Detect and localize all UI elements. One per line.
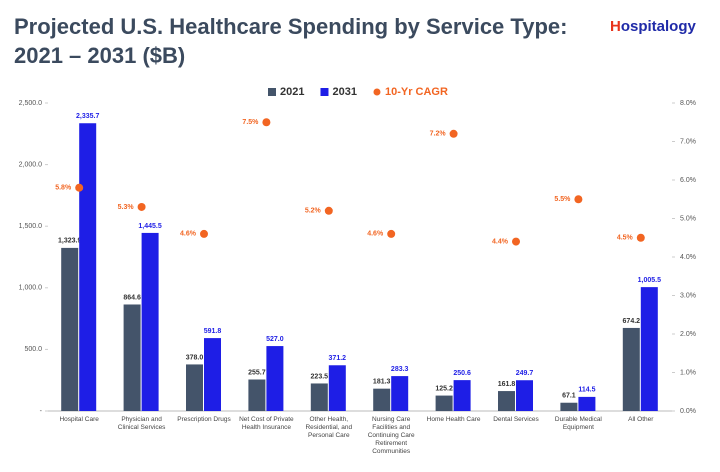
bar — [61, 247, 79, 411]
legend-key — [320, 88, 329, 96]
bar — [391, 376, 409, 411]
value-label: 4.5% — [617, 235, 634, 242]
y2-tick-label: 6.0% — [680, 177, 696, 184]
bar — [141, 232, 159, 411]
y-tick-label: 1,500.0 — [19, 223, 42, 230]
bar — [453, 380, 471, 411]
bar — [248, 379, 266, 411]
value-label: 1,005.5 — [638, 277, 661, 284]
bar — [186, 364, 203, 411]
bar — [266, 346, 284, 411]
y2-tick-label: 0.0% — [680, 408, 696, 415]
x-tick-label: Nursing Care Facilities and Continuing C… — [367, 416, 415, 455]
logo: Hospitalogy — [610, 18, 696, 35]
chart-title: Projected U.S. Healthcare Spending by Se… — [14, 14, 568, 68]
value-label: 7.5% — [242, 119, 259, 126]
bar — [622, 327, 640, 411]
cagr-point — [574, 195, 583, 204]
value-label: 5.2% — [305, 208, 322, 215]
x-tick-label: Dental Services — [493, 416, 539, 423]
legend-key — [268, 88, 276, 96]
value-label: 5.3% — [118, 204, 135, 211]
value-label: 249.7 — [516, 370, 534, 377]
x-tick-label: Prescription Drugs — [177, 416, 231, 423]
value-label: 4.6% — [367, 231, 384, 238]
value-label: 2,335.7 — [76, 113, 99, 120]
y-tick-label: 2,000.0 — [19, 161, 42, 168]
cagr-point — [512, 237, 520, 246]
y-tick-label: 2,500.0 — [19, 100, 42, 107]
y2-tick-label: 5.0% — [680, 215, 696, 222]
y2-tick-label: 3.0% — [680, 292, 696, 299]
cagr-point — [75, 183, 84, 192]
x-tick-label: Home Health Care — [426, 416, 481, 423]
cagr-point — [324, 206, 333, 215]
value-label: 67.1 — [562, 393, 576, 400]
cagr-point — [636, 233, 645, 242]
y-tick-label: - — [40, 408, 43, 415]
value-label: 4.4% — [492, 238, 509, 245]
value-label: 864.6 — [123, 294, 141, 301]
value-label: 371.2 — [329, 355, 347, 362]
value-label: 1,445.5 — [138, 223, 161, 230]
bar — [640, 287, 658, 411]
y2-tick-label: 8.0% — [680, 100, 696, 107]
bar — [328, 365, 346, 411]
value-label: 255.7 — [248, 369, 266, 376]
cagr-point — [387, 229, 396, 238]
value-label: 283.3 — [391, 366, 409, 373]
bar — [204, 338, 221, 411]
cagr-point — [200, 229, 208, 238]
value-label: 223.5 — [311, 373, 329, 380]
value-label: 378.0 — [186, 354, 204, 361]
bar — [578, 396, 596, 411]
value-label: 527.0 — [266, 336, 284, 343]
value-label: 591.8 — [204, 328, 222, 335]
legend-label: 2021 — [280, 86, 304, 98]
y2-tick-label: 1.0% — [680, 369, 696, 376]
value-label: 5.8% — [55, 185, 72, 192]
y2-tick-label: 7.0% — [680, 138, 696, 145]
bar — [123, 304, 141, 411]
legend-key — [373, 88, 381, 96]
bar — [498, 391, 515, 411]
legend-label: 10-Yr CAGR — [385, 86, 448, 98]
bar — [79, 123, 97, 411]
cagr-point — [449, 129, 458, 138]
value-label: 125.2 — [435, 385, 453, 392]
value-label: 674.2 — [623, 318, 641, 325]
x-tick-label: Net Cost of Private Health Insurance — [239, 416, 294, 431]
x-tick-label: Physician and Clinical Services — [117, 416, 166, 431]
bar — [516, 380, 533, 411]
y-tick-label: 1,000.0 — [19, 285, 42, 292]
value-label: 5.5% — [554, 196, 571, 203]
value-label: 1,323.9 — [58, 238, 81, 245]
bar — [310, 383, 328, 411]
value-label: 181.3 — [373, 379, 391, 386]
value-label: 250.6 — [453, 370, 471, 377]
cagr-point — [137, 202, 146, 211]
bar — [435, 395, 453, 411]
bar — [373, 388, 391, 411]
x-tick-label: Hospital Care — [59, 416, 99, 423]
y2-tick-label: 4.0% — [680, 254, 696, 261]
x-tick-label: Durable Medical Equipment — [554, 416, 602, 431]
bar — [560, 402, 578, 411]
y-tick-label: 500.0 — [24, 346, 42, 353]
value-label: 7.2% — [430, 131, 447, 138]
y2-tick-label: 2.0% — [680, 331, 696, 338]
cagr-point — [262, 118, 271, 127]
value-label: 161.8 — [498, 381, 516, 388]
value-label: 114.5 — [578, 387, 595, 394]
x-tick-label: Other Health, Residential, and Personal … — [305, 416, 353, 439]
value-label: 4.6% — [180, 231, 197, 238]
legend-label: 2031 — [332, 86, 356, 98]
x-tick-label: All Other — [628, 416, 654, 423]
